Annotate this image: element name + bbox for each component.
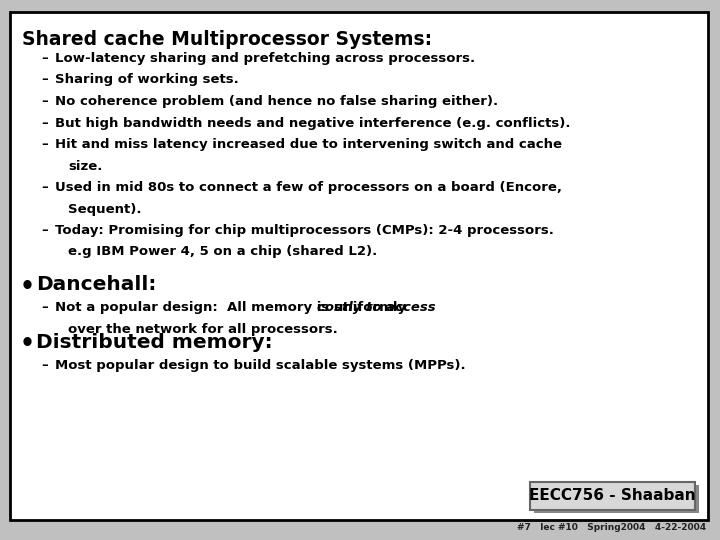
- Text: size.: size.: [68, 159, 102, 172]
- Text: –: –: [41, 73, 48, 86]
- Text: over the network for all processors.: over the network for all processors.: [68, 322, 338, 335]
- Text: Sharing of working sets.: Sharing of working sets.: [55, 73, 239, 86]
- Text: –: –: [41, 138, 48, 151]
- Text: •: •: [20, 333, 35, 356]
- Text: Distributed memory:: Distributed memory:: [36, 333, 273, 352]
- Text: Shared cache Multiprocessor Systems:: Shared cache Multiprocessor Systems:: [22, 30, 432, 49]
- Text: Dancehall:: Dancehall:: [36, 275, 156, 294]
- Text: EECC756 - Shaaban: EECC756 - Shaaban: [528, 489, 696, 503]
- Text: –: –: [41, 117, 48, 130]
- Text: –: –: [41, 52, 48, 65]
- Text: –: –: [41, 301, 48, 314]
- Text: Not a popular design:  All memory is uniformly: Not a popular design: All memory is unif…: [55, 301, 410, 314]
- Text: –: –: [41, 95, 48, 108]
- Text: e.g IBM Power 4, 5 on a chip (shared L2).: e.g IBM Power 4, 5 on a chip (shared L2)…: [68, 246, 377, 259]
- Text: But high bandwidth needs and negative interference (e.g. conflicts).: But high bandwidth needs and negative in…: [55, 117, 570, 130]
- FancyBboxPatch shape: [530, 482, 695, 510]
- Text: –: –: [41, 181, 48, 194]
- Text: –: –: [41, 224, 48, 237]
- Text: #7   lec #10   Spring2004   4-22-2004: #7 lec #10 Spring2004 4-22-2004: [518, 523, 706, 531]
- Text: Used in mid 80s to connect a few of processors on a board (Encore,: Used in mid 80s to connect a few of proc…: [55, 181, 562, 194]
- FancyBboxPatch shape: [10, 12, 708, 520]
- Text: –: –: [41, 359, 48, 372]
- Text: Hit and miss latency increased due to intervening switch and cache: Hit and miss latency increased due to in…: [55, 138, 562, 151]
- Text: No coherence problem (and hence no false sharing either).: No coherence problem (and hence no false…: [55, 95, 498, 108]
- FancyBboxPatch shape: [534, 485, 699, 513]
- Text: Sequent).: Sequent).: [68, 202, 142, 215]
- Text: Low-latency sharing and prefetching across processors.: Low-latency sharing and prefetching acro…: [55, 52, 475, 65]
- Text: Today: Promising for chip multiprocessors (CMPs): 2-4 processors.: Today: Promising for chip multiprocessor…: [55, 224, 554, 237]
- Text: Most popular design to build scalable systems (MPPs).: Most popular design to build scalable sy…: [55, 359, 466, 372]
- Text: costly to access: costly to access: [318, 301, 436, 314]
- Text: •: •: [20, 275, 35, 299]
